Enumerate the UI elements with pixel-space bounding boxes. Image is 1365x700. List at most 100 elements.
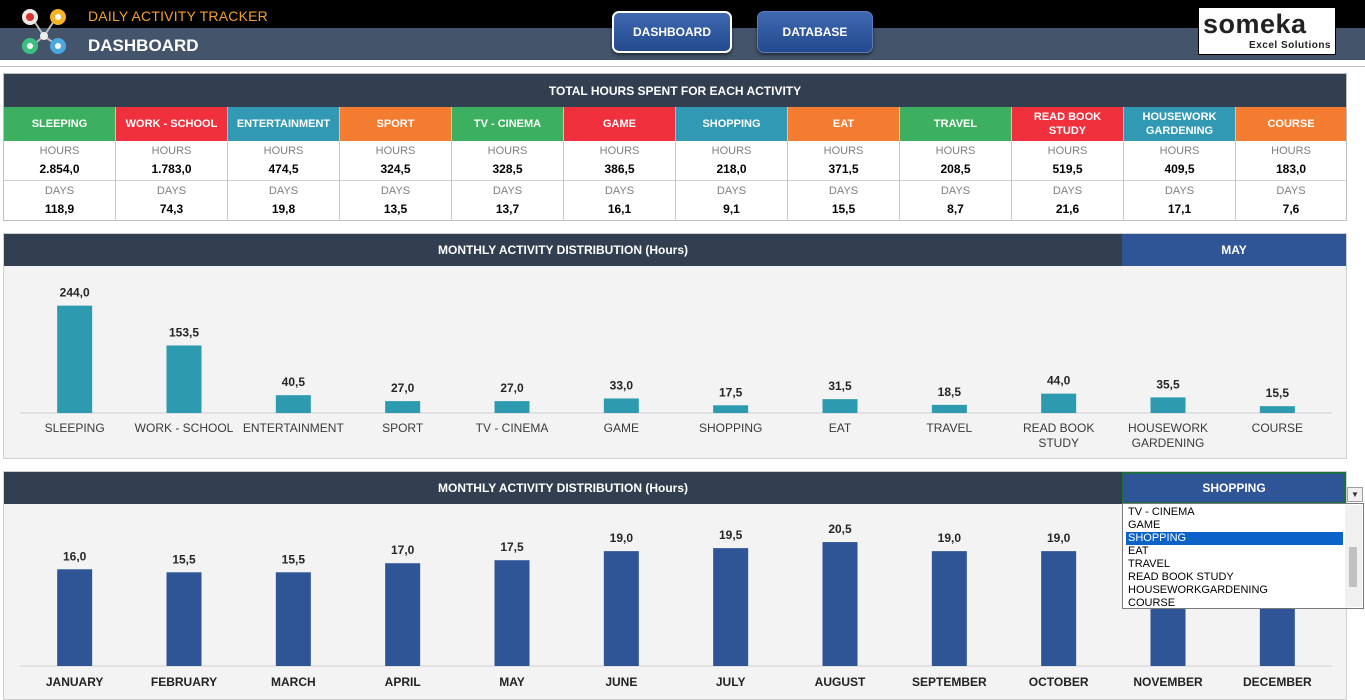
totals-grid: SLEEPING HOURS 2.854,0 DAYS 118,9 WORK - SCHO… [4, 107, 1346, 220]
scrollbar-thumb[interactable] [1349, 547, 1357, 587]
row-divider [788, 180, 899, 181]
dropdown-option[interactable]: COURSE [1128, 597, 1176, 609]
bar [494, 401, 530, 413]
page-title: DASHBOARD [88, 36, 199, 55]
bar [275, 572, 311, 666]
hours-label: HOURS [599, 145, 640, 157]
data-label: 33,0 [610, 378, 634, 392]
category-label: FEBRUARY [151, 675, 217, 689]
totals-title: TOTAL HOURS SPENT FOR EACH ACTIVITY [4, 74, 1346, 107]
row-divider [1012, 180, 1123, 181]
category-label: COURSE [1252, 421, 1303, 435]
data-label: 15,5 [172, 552, 196, 566]
database-button[interactable]: DATABASE [757, 11, 873, 53]
activity-chart-panel: MONTHLY ACTIVITY DISTRIBUTION (Hours) MA… [3, 233, 1347, 459]
dropdown-option[interactable]: EAT [1128, 545, 1149, 557]
row-divider [900, 180, 1011, 181]
hours-label: HOURS [39, 145, 80, 157]
days-label: DAYS [492, 185, 523, 197]
activity-column: READ BOOK STUDY HOURS 519,5 DAYS 21,6 [1012, 107, 1124, 220]
dropdown-option[interactable]: TV - CINEMA [1128, 506, 1195, 518]
monthly-bar-chart: 16,0 JANUARY 15,5 FEBRUARY 15,5 MARCH 17,0 APRI… [20, 522, 1332, 689]
hours-value: 208,5 [940, 162, 971, 176]
days-value: 74,3 [159, 202, 184, 216]
bar [385, 401, 421, 413]
month-selector[interactable]: MAY [1122, 234, 1346, 266]
days-label: DAYS [1164, 185, 1195, 197]
bar [1150, 397, 1186, 413]
data-label: 17,5 [500, 540, 524, 554]
category-label: NOVEMBER [1133, 675, 1203, 689]
category-label: TV - CINEMA [476, 421, 549, 435]
dashboard-button[interactable]: DASHBOARD [612, 11, 732, 53]
data-label: 15,5 [1266, 386, 1290, 400]
category-label: GAME [604, 421, 639, 435]
hours-value: 371,5 [828, 162, 859, 176]
activity-header: EAT [788, 107, 899, 141]
days-value: 118,9 [44, 202, 75, 216]
monthly-chart-title: MONTHLY ACTIVITY DISTRIBUTION (Hours) [4, 472, 1122, 504]
dropdown-option[interactable]: TRAVEL [1128, 558, 1170, 570]
dropdown-arrow-icon[interactable]: ▼ [1347, 487, 1363, 502]
hours-label: HOURS [1271, 145, 1311, 157]
bar [57, 305, 93, 413]
activity-header: GAME [564, 107, 675, 141]
bar [713, 405, 749, 413]
data-label: 35,5 [1156, 377, 1180, 391]
header-divider [0, 66, 1365, 67]
bar [603, 398, 639, 413]
hours-value: 1.783,0 [151, 162, 192, 176]
activity-column: SLEEPING HOURS 2.854,0 DAYS 118,9 [4, 107, 116, 220]
data-label: 20,5 [828, 522, 852, 536]
data-label: 18,5 [938, 385, 962, 399]
dropdown-option[interactable]: GAME [1128, 519, 1161, 531]
days-label: DAYS [828, 185, 859, 197]
bar [166, 572, 202, 666]
activity-chart-title: MONTHLY ACTIVITY DISTRIBUTION (Hours) [4, 234, 1122, 266]
row-divider [452, 180, 563, 181]
data-label: 19,5 [719, 528, 743, 542]
hours-value: 409,5 [1164, 162, 1195, 176]
logo-subtitle: Excel Solutions [1249, 40, 1331, 51]
days-label: DAYS [1052, 185, 1083, 197]
dropdown-scrollbar[interactable] [1345, 505, 1362, 607]
data-label: 40,5 [282, 375, 306, 389]
bar [1259, 406, 1295, 413]
activity-dropdown-list[interactable]: TV - CINEMA GAME SHOPPING EAT TRAVEL READ BOO… [1122, 503, 1364, 609]
days-value: 16,1 [607, 202, 632, 216]
hours-label: HOURS [1047, 145, 1088, 157]
activity-bar-chart: 244,0 SLEEPING 153,5 WORK - SCHOOL 40,5 ENTER… [20, 286, 1332, 450]
data-label: 27,0 [391, 381, 415, 395]
category-label: SHOPPING [699, 421, 762, 435]
bar [166, 345, 202, 413]
days-value: 17,1 [1167, 202, 1192, 216]
days-value: 19,8 [271, 202, 296, 216]
activity-column: EAT HOURS 371,5 DAYS 15,5 [788, 107, 900, 220]
bar [931, 551, 967, 666]
dropdown-option[interactable]: READ BOOK STUDY [1128, 571, 1234, 583]
someka-logo[interactable]: someka Excel Solutions [1198, 7, 1336, 55]
days-label: DAYS [716, 185, 747, 197]
activity-column: ENTERTAINMENT HOURS 474,5 DAYS 19,8 [228, 107, 340, 220]
category-label: AUGUST [815, 675, 866, 689]
hours-value: 183,0 [1275, 162, 1307, 176]
activity-header: SHOPPING [676, 107, 787, 141]
category-label: MARCH [271, 675, 316, 689]
row-divider [676, 180, 787, 181]
category-label: SPORT [382, 421, 424, 435]
dropdown-option[interactable]: SHOPPING [1126, 532, 1343, 545]
days-value: 13,7 [495, 202, 520, 216]
dropdown-option[interactable]: HOUSEWORKGARDENING [1128, 584, 1268, 596]
days-value: 7,6 [1282, 202, 1300, 216]
logo-word: someka [1203, 9, 1307, 39]
activity-selector[interactable]: SHOPPING [1122, 472, 1346, 504]
row-divider [1236, 180, 1346, 181]
days-label: DAYS [156, 185, 187, 197]
row-divider [4, 180, 115, 181]
category-label: ENTERTAINMENT [243, 421, 345, 435]
data-label: 19,0 [1047, 531, 1071, 545]
hours-value: 328,5 [492, 162, 523, 176]
data-label: 17,0 [391, 543, 415, 557]
bar [822, 542, 858, 666]
days-label: DAYS [380, 185, 411, 197]
